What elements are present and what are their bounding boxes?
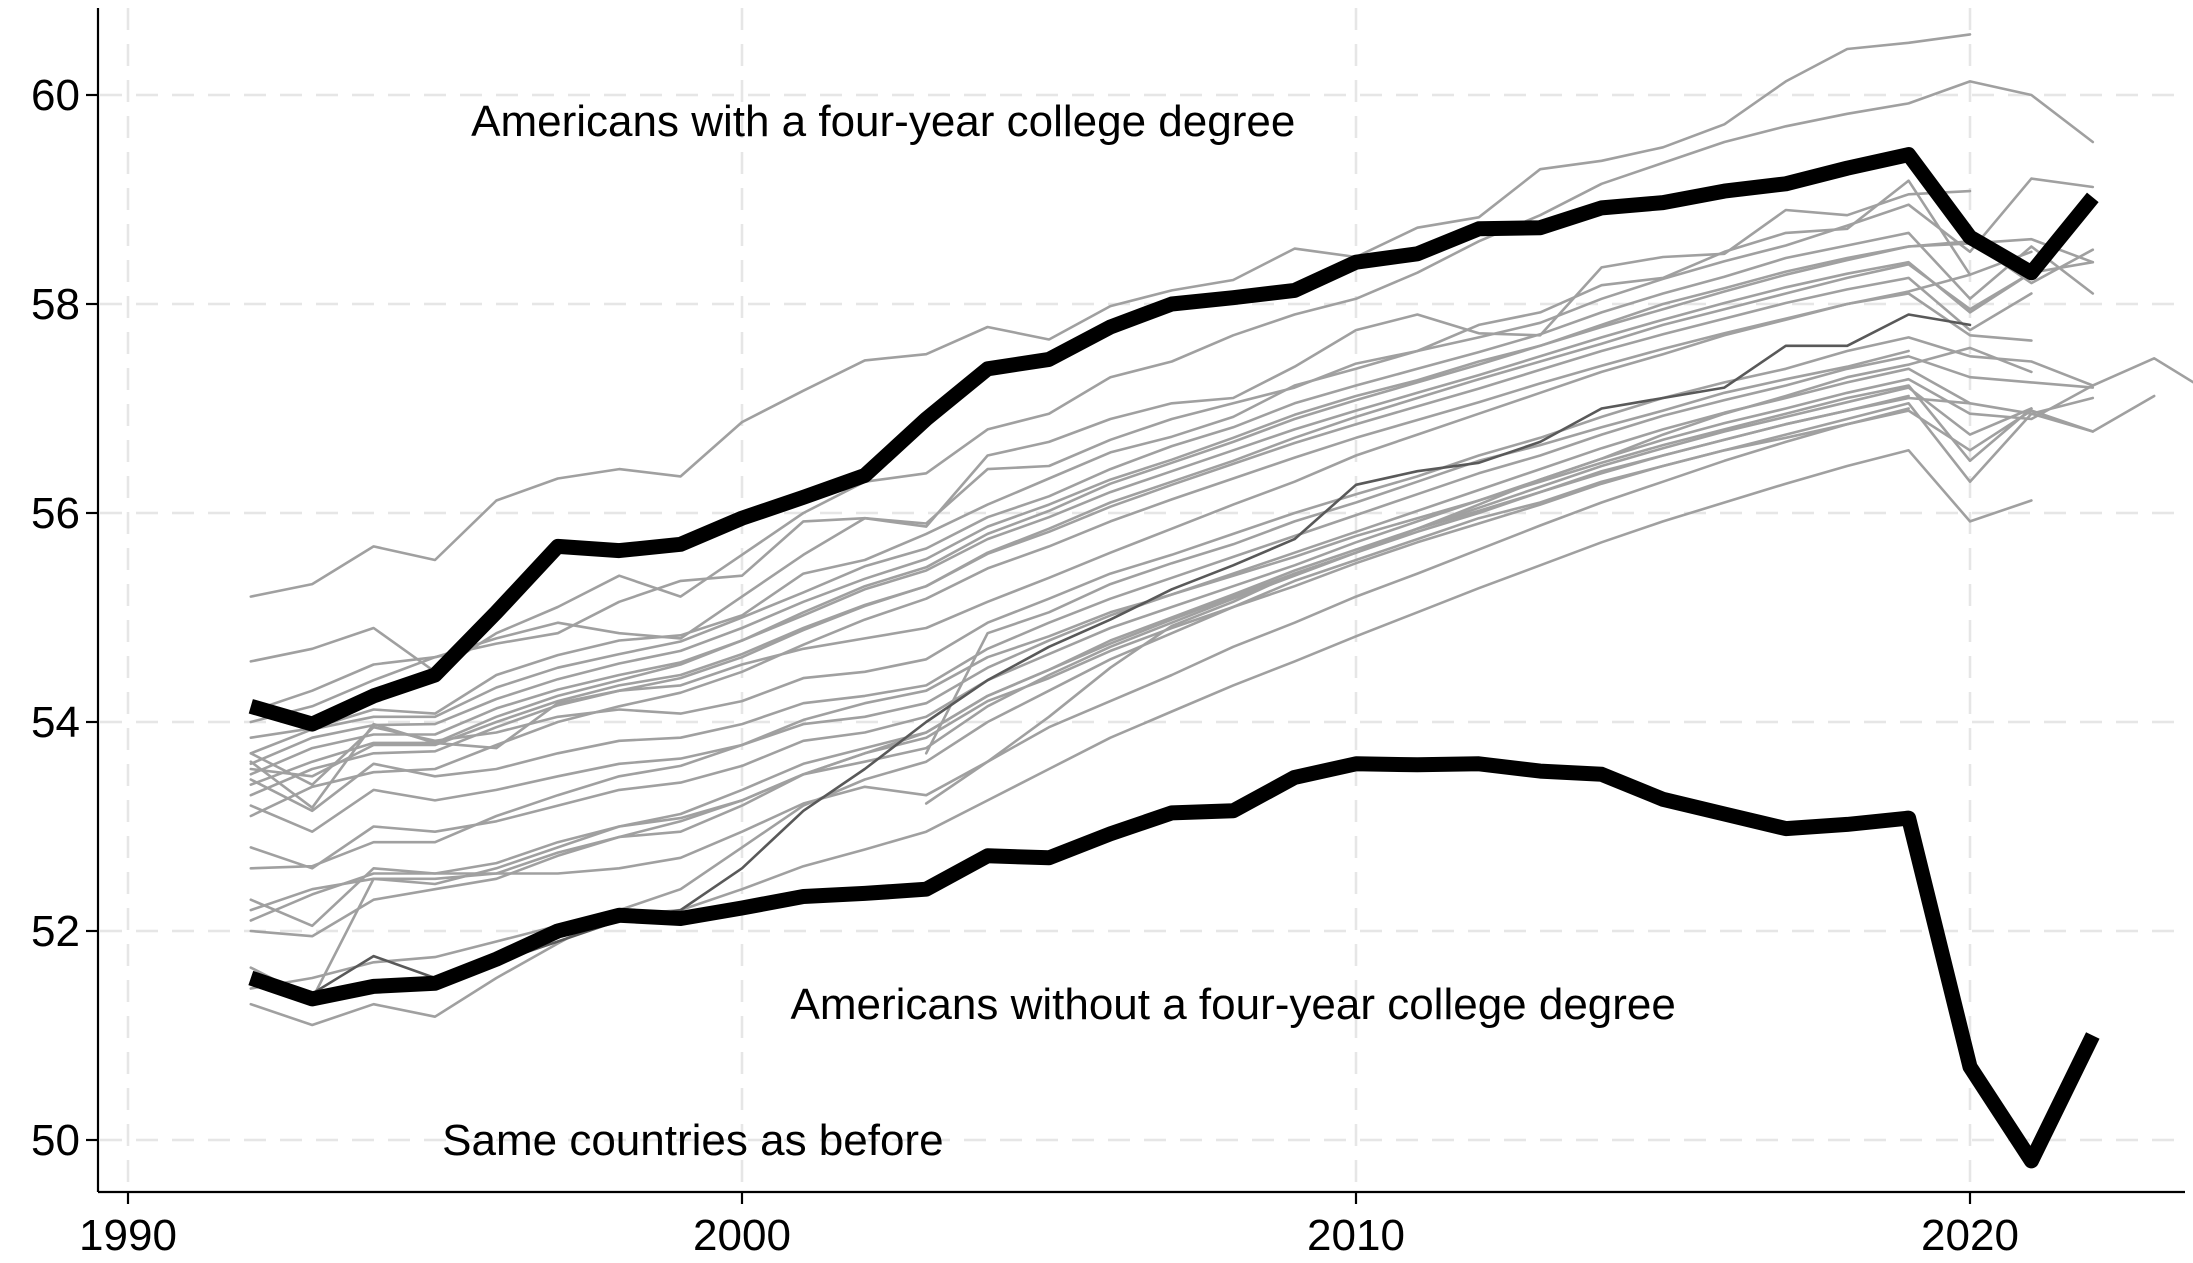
x-tick-label-1990: 1990 [79,1211,177,1260]
background-series-line-26 [249,250,2033,810]
background-series-line-4 [249,33,1972,598]
background-series-line-6 [249,189,1972,724]
x-tick-label-2020: 2020 [1921,1211,2019,1260]
background-series-line-15 [249,354,2095,813]
highlight-series-line-2 [248,756,2100,1169]
background-series-line-10 [249,240,2095,766]
y-tick-label-50: 50 [31,1116,80,1165]
y-tick-label-52: 52 [31,907,80,956]
y-tick-label-60: 60 [31,71,80,120]
highlight-series-group [248,147,2100,1169]
y-tick-label-58: 58 [31,280,80,329]
background-series-line-11 [249,260,2095,776]
annotation-same-countries: Same countries as before [442,1116,943,1165]
background-series-line-13 [249,292,2033,818]
background-series-line-30 [924,349,1910,755]
axes: 50 52 54 56 58 60 1990 2000 2010 2020 [31,8,2185,1260]
background-series-line-28 [249,262,2033,778]
x-tick-label-2010: 2010 [1307,1211,1405,1260]
background-series-line-25 [249,407,1910,922]
y-tick-label-56: 56 [31,489,80,538]
annotation-no-college-degree: Americans without a four-year college de… [791,980,1676,1029]
x-tick-label-2000: 2000 [693,1211,791,1260]
annotation-college-degree: Americans with a four-year college degre… [471,97,1295,146]
highlight-series-line-1 [248,147,2099,732]
background-series-line-29 [924,346,2033,805]
background-series-line-17 [249,356,2193,870]
background-series-line-14 [249,336,2095,787]
background-series-line-9 [249,231,2095,755]
grid [100,8,2185,1190]
background-series-line-20 [249,396,2095,938]
background-series-line-22 [249,396,1972,1001]
annotations-group: Americans with a four-year college degre… [442,97,1676,1165]
background-series-line-27 [249,237,2095,787]
background-series-line-8 [249,177,2095,740]
background-series-line-7 [249,179,1972,713]
background-series-line-5 [249,80,2095,674]
background-series-line-19 [249,386,2033,928]
background-series-line-12 [249,276,2033,797]
y-tick-label-54: 54 [31,698,80,747]
